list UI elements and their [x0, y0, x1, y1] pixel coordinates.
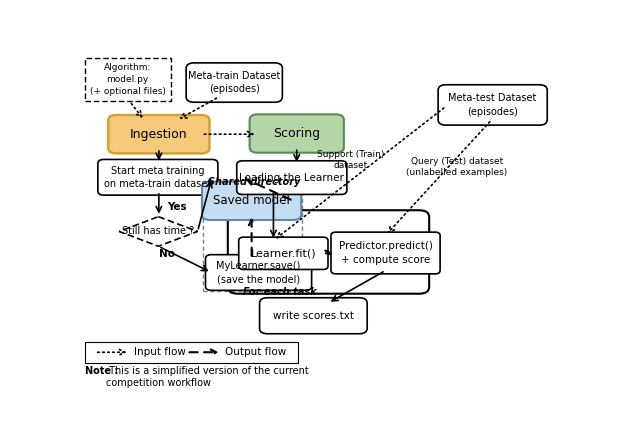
- Text: Input flow: Input flow: [134, 347, 186, 357]
- Text: Output flow: Output flow: [225, 347, 287, 357]
- Text: For each task: For each task: [243, 287, 316, 297]
- FancyBboxPatch shape: [202, 182, 301, 220]
- Text: write scores.txt: write scores.txt: [273, 311, 354, 321]
- Text: Predictor.predict()
+ compute score: Predictor.predict() + compute score: [339, 241, 433, 264]
- Bar: [85, 342, 298, 363]
- Text: This is a simplified version of the current
competition workflow: This is a simplified version of the curr…: [106, 366, 309, 388]
- Text: Meta-test Dataset
(episodes): Meta-test Dataset (episodes): [449, 94, 537, 117]
- Text: MyLearner.save()
(save the model): MyLearner.save() (save the model): [216, 261, 301, 284]
- Text: Loading the Learner: Loading the Learner: [239, 173, 344, 183]
- Bar: [203, 187, 302, 291]
- Text: Learner.fit(): Learner.fit(): [250, 248, 316, 258]
- Bar: [85, 58, 171, 101]
- Polygon shape: [119, 217, 198, 246]
- FancyBboxPatch shape: [186, 63, 282, 102]
- FancyBboxPatch shape: [331, 232, 440, 274]
- Text: Support (Train)
dataset: Support (Train) dataset: [317, 150, 384, 170]
- Text: Saved model: Saved model: [213, 194, 290, 207]
- Text: Yes: Yes: [168, 202, 187, 212]
- FancyBboxPatch shape: [250, 114, 344, 153]
- Text: Start meta training
on meta-train dataset: Start meta training on meta-train datase…: [104, 166, 211, 189]
- Text: Query (Test) dataset
(unlabelled examples): Query (Test) dataset (unlabelled example…: [406, 157, 508, 177]
- FancyBboxPatch shape: [239, 237, 328, 270]
- Text: Ingestion: Ingestion: [130, 128, 188, 141]
- Text: Still has time ?: Still has time ?: [122, 226, 195, 236]
- Text: Note :: Note :: [85, 366, 118, 376]
- FancyBboxPatch shape: [205, 255, 312, 290]
- Text: Algorithm:
model.py
(+ optional files): Algorithm: model.py (+ optional files): [90, 63, 166, 96]
- FancyBboxPatch shape: [98, 160, 218, 195]
- FancyBboxPatch shape: [260, 298, 367, 334]
- Text: Shared directory: Shared directory: [208, 177, 300, 187]
- FancyBboxPatch shape: [438, 85, 547, 125]
- FancyBboxPatch shape: [237, 161, 347, 194]
- FancyBboxPatch shape: [108, 115, 209, 153]
- Text: No: No: [159, 250, 175, 259]
- Text: Scoring: Scoring: [273, 127, 320, 140]
- Text: Meta-train Dataset
(episodes): Meta-train Dataset (episodes): [188, 71, 280, 94]
